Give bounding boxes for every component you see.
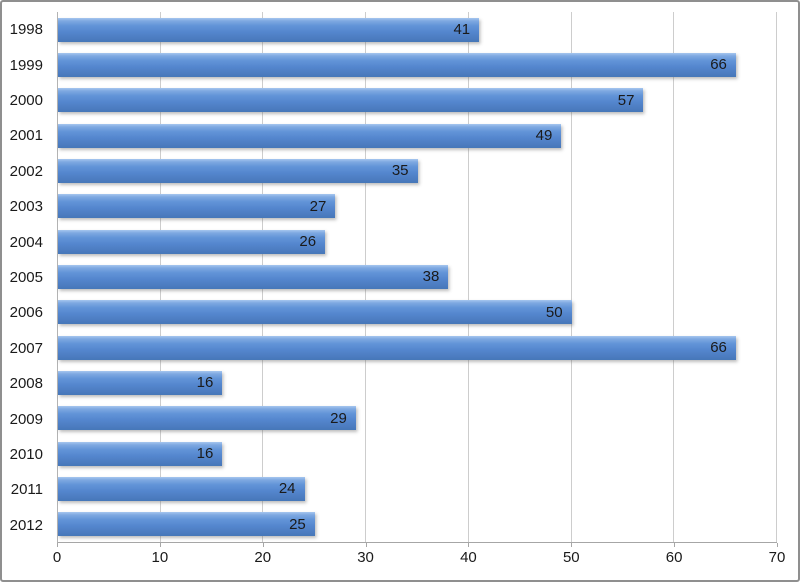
bar-2009: 29 xyxy=(58,406,356,431)
category-label-2012: 2012 xyxy=(9,516,43,534)
category-label-2011: 2011 xyxy=(10,481,43,499)
bar-value-2000: 57 xyxy=(617,91,635,109)
bar-value-2005: 38 xyxy=(422,268,440,286)
bar-2000: 57 xyxy=(58,88,644,113)
bar-row-2010: 16 xyxy=(58,436,777,471)
x-tick-label-40: 40 xyxy=(460,549,477,566)
bar-row-2009: 29 xyxy=(58,401,777,436)
x-tick-label-60: 60 xyxy=(665,549,683,566)
category-label-2005: 2005 xyxy=(9,269,43,287)
bar-row-2006: 50 xyxy=(58,295,777,330)
bar-2011: 24 xyxy=(58,476,305,501)
bar-row-2001: 49 xyxy=(58,118,777,153)
x-tick-mark-10 xyxy=(159,543,161,547)
bar-row-2012: 25 xyxy=(58,507,777,542)
category-label-2008: 2008 xyxy=(9,375,43,393)
bar-row-1999: 66 xyxy=(58,47,777,82)
category-label-2000: 2000 xyxy=(9,92,43,110)
x-tick-mark-50 xyxy=(571,543,573,547)
bar-2010: 16 xyxy=(58,441,223,466)
bar-2003: 27 xyxy=(58,194,336,219)
bar-rows: 41 66 57 49 35 27 26 38 50 66 16 29 16 24 25 xyxy=(58,12,777,542)
bar-value-2003: 27 xyxy=(309,197,327,215)
bar-value-2008: 16 xyxy=(196,374,214,392)
category-label-2009: 2009 xyxy=(9,410,43,428)
category-label-1998: 1998 xyxy=(9,21,43,39)
bar-2004: 26 xyxy=(58,229,326,254)
bar-row-2002: 35 xyxy=(58,153,777,188)
bar-2006: 50 xyxy=(58,300,572,325)
bar-value-2009: 29 xyxy=(330,409,347,427)
category-label-1999: 1999 xyxy=(9,56,43,74)
bar-2002: 35 xyxy=(58,158,418,183)
bar-2012: 25 xyxy=(58,512,315,537)
x-tick-mark-60 xyxy=(674,543,676,547)
category-label-2004: 2004 xyxy=(9,233,43,251)
gridline-70 xyxy=(776,12,777,542)
bar-row-2003: 27 xyxy=(58,189,777,224)
bar-value-1999: 66 xyxy=(710,56,727,74)
bar-value-2007: 66 xyxy=(710,339,727,357)
bar-row-2007: 66 xyxy=(58,330,777,365)
x-tick-mark-0 xyxy=(57,543,58,547)
category-label-2010: 2010 xyxy=(9,446,43,464)
bar-2005: 38 xyxy=(58,264,449,289)
x-tick-mark-70 xyxy=(777,543,778,547)
category-label-2001: 2001 xyxy=(9,127,43,145)
bar-row-2000: 57 xyxy=(58,83,777,118)
bar-value-2011: 24 xyxy=(278,480,296,498)
bar-1998: 41 xyxy=(58,17,480,42)
x-tick-label-20: 20 xyxy=(254,549,272,566)
bar-row-2005: 38 xyxy=(58,259,777,294)
bar-2001: 49 xyxy=(58,123,562,148)
bar-row-2011: 24 xyxy=(58,471,777,506)
category-label-2006: 2006 xyxy=(9,304,43,322)
bar-2008: 16 xyxy=(58,370,223,395)
x-tick-label-70: 70 xyxy=(768,549,786,566)
gridline-60 xyxy=(673,12,675,542)
bar-value-2006: 50 xyxy=(545,303,563,321)
bar-value-2004: 26 xyxy=(299,233,317,251)
category-label-2007: 2007 xyxy=(9,339,43,357)
gridline-40 xyxy=(467,12,469,542)
x-tick-mark-40 xyxy=(468,543,470,547)
x-tick-mark-30 xyxy=(365,543,367,547)
x-tick-label-10: 10 xyxy=(151,549,169,566)
bar-row-1998: 41 xyxy=(58,12,777,47)
x-tick-label-50: 50 xyxy=(562,549,580,566)
bar-value-2001: 49 xyxy=(535,127,553,145)
bar-value-1998: 41 xyxy=(453,21,471,39)
x-tick-mark-20 xyxy=(262,543,264,547)
y-axis-labels: 1998 1999 2000 2001 2002 2003 2004 2005 2006 2007… xyxy=(2,12,43,543)
gridline-50 xyxy=(570,12,572,542)
bar-1999: 66 xyxy=(58,52,736,77)
bar-value-2010: 16 xyxy=(196,445,214,463)
bar-value-2002: 35 xyxy=(391,162,409,180)
bar-row-2004: 26 xyxy=(58,224,777,259)
category-label-2002: 2002 xyxy=(9,162,43,180)
x-tick-label-0: 0 xyxy=(52,549,62,566)
bar-value-2012: 25 xyxy=(289,515,306,533)
plot-area: 41 66 57 49 35 27 26 38 50 66 16 29 16 24 25 xyxy=(57,12,777,543)
category-label-2003: 2003 xyxy=(9,198,43,216)
bar-2007: 66 xyxy=(58,335,736,360)
bar-row-2008: 16 xyxy=(58,365,777,400)
x-tick-label-30: 30 xyxy=(357,549,374,566)
